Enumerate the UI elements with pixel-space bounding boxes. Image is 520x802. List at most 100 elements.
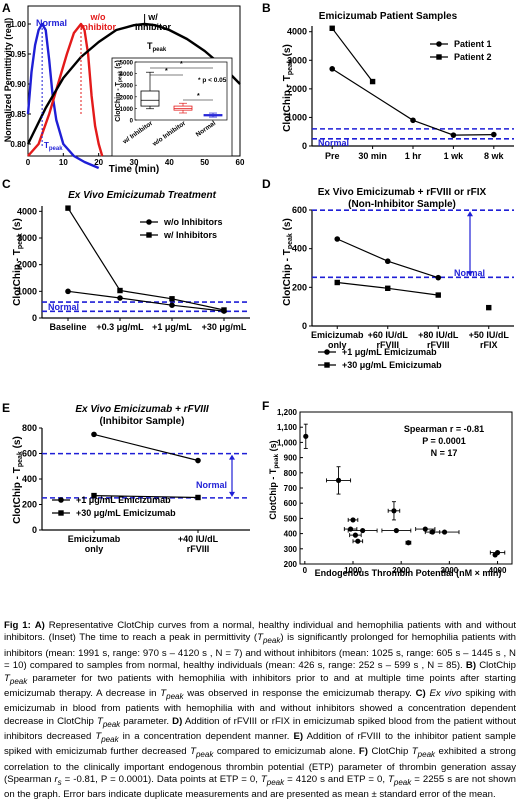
inset-box: [140, 90, 160, 107]
x-tick-label: rFVIII: [376, 340, 399, 350]
inset-bg: [111, 57, 233, 157]
y-tick-label: 500: [284, 514, 298, 523]
data-point-square: [385, 285, 391, 291]
x-tick-label: rFVIII: [187, 544, 210, 554]
data-point: [391, 508, 397, 514]
panel-e-title: Ex Vivo Emicizumab + rFVIII: [75, 404, 209, 415]
a-ytick-label: 0.80: [10, 140, 26, 149]
x-tick-label: 4000: [489, 566, 507, 575]
legend-marker-square: [436, 54, 442, 60]
caption-text-9: Addition of rFVIII or rFIX in emicizumab…: [4, 715, 516, 742]
legend-marker-circle: [146, 219, 152, 225]
a-xtick-label: 30: [130, 158, 139, 167]
panel-f-stat-3: N = 17: [431, 448, 458, 458]
y-tick-label: 700: [284, 484, 298, 493]
y-tick-label: 4000: [287, 27, 307, 37]
label-wo-2: Inhibitor: [80, 22, 116, 32]
y-tick-label: 600: [22, 449, 37, 459]
panel-b-title: Emicizumab Patient Samples: [319, 11, 458, 22]
label-w: w/: [147, 12, 158, 22]
a-xtick-label: 0: [26, 158, 31, 167]
series-normal-line: [26, 22, 100, 170]
data-point-circle: [384, 258, 391, 265]
panel-d-ylabel: ClotChip - Tpeak (s): [282, 218, 294, 306]
label-wo: w/o: [90, 12, 107, 22]
caption-text-4: parameter for two patients with hemophil…: [4, 672, 516, 699]
y-tick-label: 4000: [17, 206, 37, 216]
y-tick-label: 3000: [17, 233, 37, 243]
caption-part-b: B): [465, 660, 477, 672]
panel-d-title: Ex Vivo Emicizumab + rFVIII or rFIX: [318, 187, 487, 198]
data-point-circle: [450, 132, 457, 138]
data-point-square: [486, 304, 492, 311]
label-tpeak-black: Tpeak: [147, 41, 167, 53]
panel-c-chart: 0 1000 2000 3000 4000 Normal Baseline +0.3 μg/m…: [17, 205, 250, 332]
legend-label: w/o Inhibitors: [163, 217, 223, 227]
x-tick-label: 0: [303, 566, 308, 575]
caption-text-3: ClotChip: [476, 660, 516, 672]
inset-ytick-label: 1000: [120, 107, 134, 113]
series-line: [331, 27, 374, 82]
data-point-square: [65, 205, 71, 211]
data-point: [393, 527, 399, 534]
data-point-circle: [195, 457, 201, 464]
y-tick-label: 600: [284, 499, 298, 508]
data-point-square: [369, 78, 376, 85]
panel-letter-a: A: [2, 1, 11, 15]
panel-e: E Ex Vivo Emicizumab + rFVIII (Inhibitor…: [2, 401, 250, 554]
inset-ytick-label: 0: [130, 119, 134, 125]
series-line: [67, 290, 225, 312]
panel-d-subtitle: (Non-Inhibitor Sample): [348, 199, 456, 210]
panel-a-ylabel: Normalized Permittivity (real): [3, 18, 13, 143]
caption-part-a: A): [34, 620, 45, 631]
data-point-square: [195, 494, 201, 501]
legend-marker-circle: [436, 41, 442, 47]
data-point-square: [91, 492, 97, 499]
panel-a-xlabel: Time (min): [109, 164, 159, 175]
series-line: [337, 238, 439, 279]
data-point-circle: [117, 295, 123, 301]
panel-b: B Emicizumab Patient Samples ClotChip - …: [262, 1, 514, 161]
legend-label: w/ Inhibitors: [163, 230, 217, 240]
inset-frame: [134, 61, 228, 121]
panel-f: F ClotChip - Tpeak (s) 200 300 400 500 600 70…: [262, 399, 513, 578]
label-w-2: Inhibitor: [135, 22, 171, 32]
y-tick-label: 600: [292, 205, 307, 215]
y-tick-label: 400: [284, 530, 298, 539]
inset-yticks: 0 1000 2000 3000 4000 5000: [120, 61, 137, 125]
panel-letter-f: F: [262, 399, 269, 413]
series-line: [331, 68, 494, 136]
panel-letter-d: D: [262, 177, 271, 191]
panel-a-lines: [26, 14, 241, 170]
inset-star-3: *: [197, 93, 200, 100]
a-xtick-label: 40: [165, 158, 174, 167]
x-tick-label: rFIX: [480, 340, 498, 350]
a-xtick-label: 50: [200, 158, 209, 167]
a-xtick-label: 10: [59, 158, 68, 167]
series-w-inhibitor-line: [26, 22, 241, 145]
figure-svg: A Normalized Permittivity (real) 0.80 0.8…: [2, 1, 514, 578]
y-tick-label: 1000: [287, 112, 307, 122]
caption-text-5: was observed in response the emicizumab …: [183, 687, 416, 699]
x-tick-label: only: [85, 544, 104, 554]
panel-a-inset: ClotChip - Tpeak (s) 0 1000 2000 3000 4000 50…: [111, 57, 233, 157]
x-tick-label: +50 IU/dL: [469, 330, 510, 340]
legend-label: Patient 1: [454, 39, 492, 49]
caption-text-7: spiking with emicizumab in blood from pa…: [4, 687, 516, 727]
y-tick-label: 0: [32, 525, 37, 535]
inset-note: * p < 0.05: [198, 77, 227, 84]
panel-e-ylabel: ClotChip - Tpeak (s): [12, 436, 24, 524]
legend-marker-square: [324, 362, 330, 368]
legend-label: +1 μg/mL Emicizumab: [76, 495, 171, 505]
data-point-circle: [329, 66, 336, 72]
panel-letter-e: E: [2, 401, 10, 415]
y-tick-label: 1,200: [277, 408, 298, 417]
y-tick-label: 400: [22, 474, 37, 484]
caption-part-d: D): [172, 715, 183, 727]
panel-e-subtitle: (Inhibitor Sample): [100, 416, 185, 427]
x-tick-label: 1000: [344, 566, 362, 575]
series-wo-inhibitor-line: [27, 22, 104, 157]
y-tick-label: 1,100: [277, 423, 298, 432]
x-tick-label: 30 min: [358, 151, 387, 161]
